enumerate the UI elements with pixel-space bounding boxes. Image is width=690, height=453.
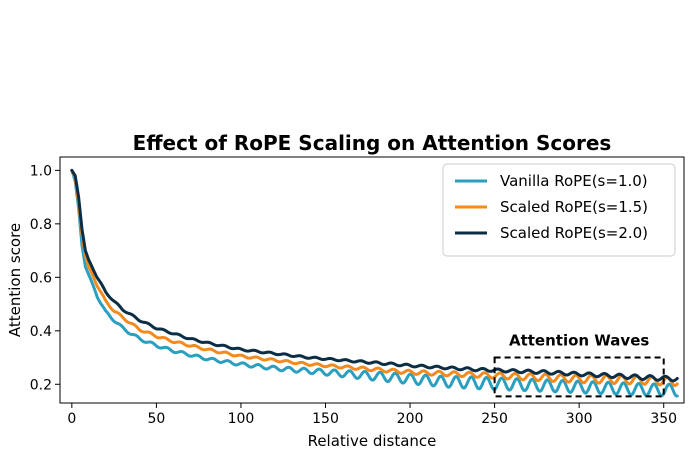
y-tick-label: 0.6 [30,270,52,286]
annotation-box [493,356,665,398]
legend-frame [442,163,676,257]
y-tick-label: 0.8 [30,217,52,233]
x-axis-label: Relative distance [308,432,437,450]
x-tick-label: 200 [397,411,424,427]
series-line-3 [70,168,679,383]
annotation-label: Attention Waves [509,332,649,350]
y-axis-label: Attention score [6,223,24,337]
x-tick-label: 100 [228,411,255,427]
x-tick-label: 300 [566,411,593,427]
x-tick-label: 250 [481,411,508,427]
legend-label: Scaled RoPE(s=1.5) [500,198,648,216]
y-tick-label: 0.4 [30,324,52,340]
x-axis-ticks: 0 50 100 150 200 250 300 350 [67,403,677,427]
x-tick-label: 0 [67,411,76,427]
series-line-2 [70,168,679,387]
annotations: Attention Waves [493,332,665,398]
y-tick-label: 0.2 [30,377,52,393]
chart-title: Effect of RoPE Scaling on Attention Scor… [133,131,612,155]
x-tick-label: 350 [650,411,677,427]
axes-frame [59,156,685,404]
series-line-1 [70,168,679,398]
x-tick-label: 50 [147,411,165,427]
y-axis-ticks: 0.2 0.4 0.6 0.8 1.0 [30,163,60,393]
legend-label: Vanilla RoPE(s=1.0) [500,172,648,190]
plot-lines [70,168,679,398]
x-tick-label: 150 [312,411,339,427]
y-tick-label: 1.0 [30,163,52,179]
legend: Vanilla RoPE(s=1.0) Scaled RoPE(s=1.5) Sca… [442,163,676,257]
legend-label: Scaled RoPE(s=2.0) [500,224,648,242]
